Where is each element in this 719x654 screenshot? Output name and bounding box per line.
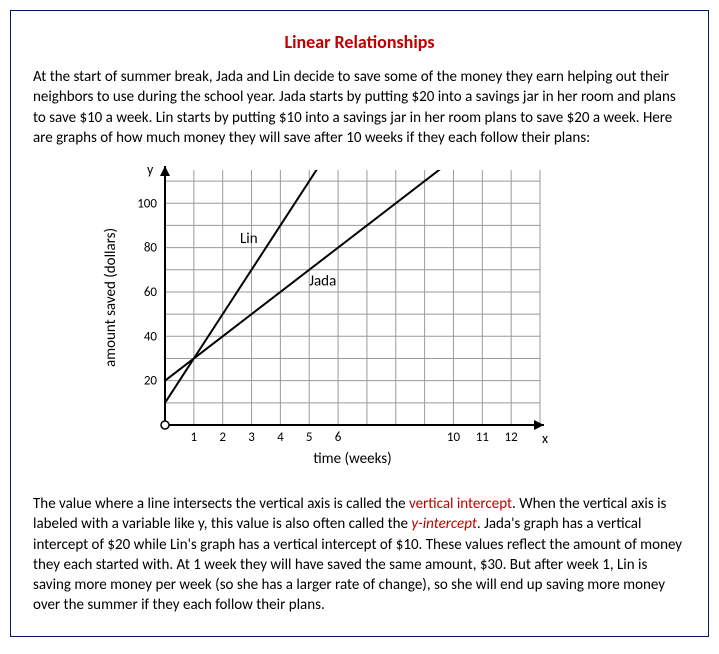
svg-text:1: 1 xyxy=(191,430,198,445)
page-title: Linear Relationships xyxy=(33,31,686,53)
svg-text:2: 2 xyxy=(219,430,226,445)
svg-text:Lin: Lin xyxy=(240,230,258,248)
chart-svg: 12345610111220406080100xytime (weeks)amo… xyxy=(93,156,558,481)
svg-text:Jada: Jada xyxy=(309,272,336,290)
svg-text:80: 80 xyxy=(144,241,158,256)
svg-text:5: 5 xyxy=(306,430,313,445)
svg-text:10: 10 xyxy=(447,430,461,445)
term-y-intercept: y-intercept xyxy=(411,515,476,533)
svg-text:12: 12 xyxy=(505,430,519,445)
svg-text:x: x xyxy=(542,430,548,447)
intro-paragraph: At the start of summer break, Jada and L… xyxy=(33,67,686,148)
text-segment: The value where a line intersects the ve… xyxy=(33,495,409,513)
svg-text:100: 100 xyxy=(137,196,157,211)
term-vertical-intercept: vertical intercept xyxy=(409,495,512,513)
svg-text:40: 40 xyxy=(144,329,158,344)
svg-text:11: 11 xyxy=(476,430,489,445)
svg-text:3: 3 xyxy=(248,430,255,445)
content-frame: Linear Relationships At the start of sum… xyxy=(10,10,709,637)
svg-text:20: 20 xyxy=(144,374,158,389)
svg-text:4: 4 xyxy=(277,430,284,445)
svg-text:time (weeks): time (weeks) xyxy=(313,450,391,468)
explanation-paragraph: The value where a line intersects the ve… xyxy=(33,494,686,616)
svg-text:amount saved (dollars): amount saved (dollars) xyxy=(102,228,120,367)
savings-chart: 12345610111220406080100xytime (weeks)amo… xyxy=(93,156,686,486)
svg-text:y: y xyxy=(147,161,154,178)
svg-text:6: 6 xyxy=(335,430,342,445)
svg-text:60: 60 xyxy=(144,285,158,300)
